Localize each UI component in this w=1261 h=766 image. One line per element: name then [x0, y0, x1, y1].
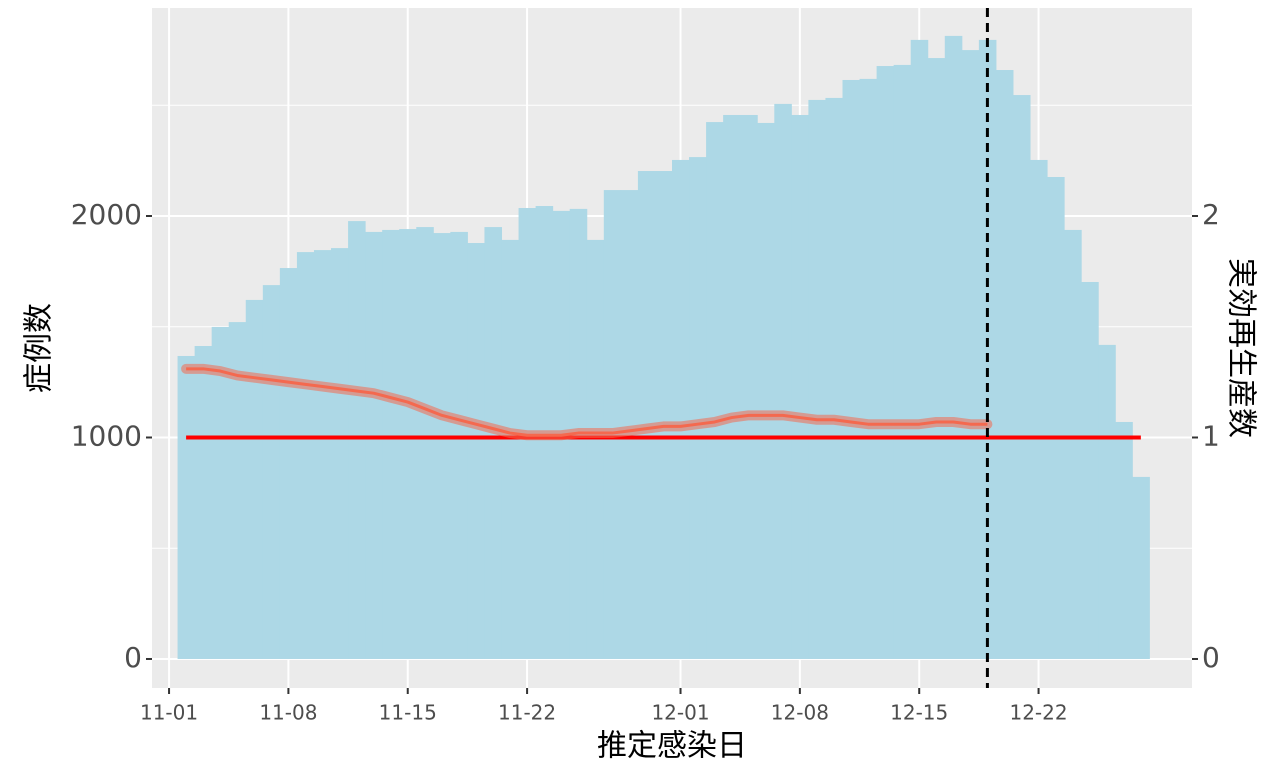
bar: [365, 231, 383, 659]
x-tick-label: 11-01: [140, 701, 198, 725]
bar: [825, 97, 843, 659]
y2-tick-label: 1: [1202, 419, 1220, 452]
bar: [603, 190, 622, 659]
bar: [1132, 476, 1150, 659]
bar: [262, 285, 281, 659]
bar: [586, 239, 605, 659]
bar: [774, 103, 792, 659]
bar: [1115, 421, 1133, 659]
bar: [1064, 229, 1082, 659]
y2-axis-title: 実効再生産数: [1224, 258, 1259, 438]
bar: [842, 79, 861, 659]
bar: [382, 229, 400, 659]
x-tick-label: 11-22: [498, 701, 556, 725]
rt-line: [186, 367, 988, 437]
bar: [944, 35, 963, 659]
y-tick-label: 2000: [71, 198, 142, 231]
x-tick-label: 12-15: [890, 701, 948, 725]
bar: [740, 114, 758, 659]
bar: [672, 159, 690, 659]
bar: [808, 99, 826, 659]
bar: [433, 233, 451, 659]
bar: [313, 250, 332, 659]
x-axis-title: 推定感染日: [597, 729, 747, 764]
bar: [995, 70, 1014, 659]
bar: [876, 66, 895, 659]
bar: [706, 122, 724, 659]
bar: [211, 326, 230, 659]
bar: [1081, 281, 1099, 659]
bar: [416, 227, 434, 659]
bar: [927, 58, 946, 659]
bar: [177, 355, 196, 659]
x-tick-label: 12-01: [651, 701, 709, 725]
bar: [961, 50, 980, 659]
y-tick-label: 0: [124, 641, 142, 674]
bar: [279, 268, 298, 659]
bar: [978, 39, 997, 659]
bar: [654, 171, 673, 659]
bar: [467, 243, 485, 659]
y-axis-title: 症例数: [22, 303, 57, 393]
bar: [910, 39, 929, 659]
bar: [689, 157, 707, 659]
bar: [245, 299, 264, 659]
bar: [893, 64, 912, 659]
bar: [484, 227, 503, 659]
bar: [228, 322, 247, 659]
bar: [1012, 95, 1031, 659]
y2-tick-label: 0: [1202, 641, 1220, 674]
bar: [791, 114, 809, 659]
bar: [637, 171, 656, 659]
x-tick-label: 12-22: [1009, 701, 1067, 725]
bar: [348, 221, 366, 659]
bar: [757, 122, 775, 659]
bar: [723, 114, 741, 659]
bar: [1098, 344, 1116, 659]
x-tick-label: 11-08: [259, 701, 317, 725]
bar: [194, 346, 213, 659]
x-tick-label: 12-08: [771, 701, 829, 725]
x-tick-label: 11-15: [379, 701, 437, 725]
bar: [399, 229, 417, 659]
bar: [450, 231, 468, 659]
bar: [296, 252, 315, 659]
bar: [620, 190, 639, 659]
bar: [331, 248, 349, 659]
bar: [501, 239, 520, 659]
bar: [1047, 177, 1065, 659]
y2-tick-label: 2: [1202, 198, 1220, 231]
bar: [859, 78, 878, 659]
bar: [1030, 159, 1048, 659]
y-tick-label: 1000: [71, 419, 142, 452]
